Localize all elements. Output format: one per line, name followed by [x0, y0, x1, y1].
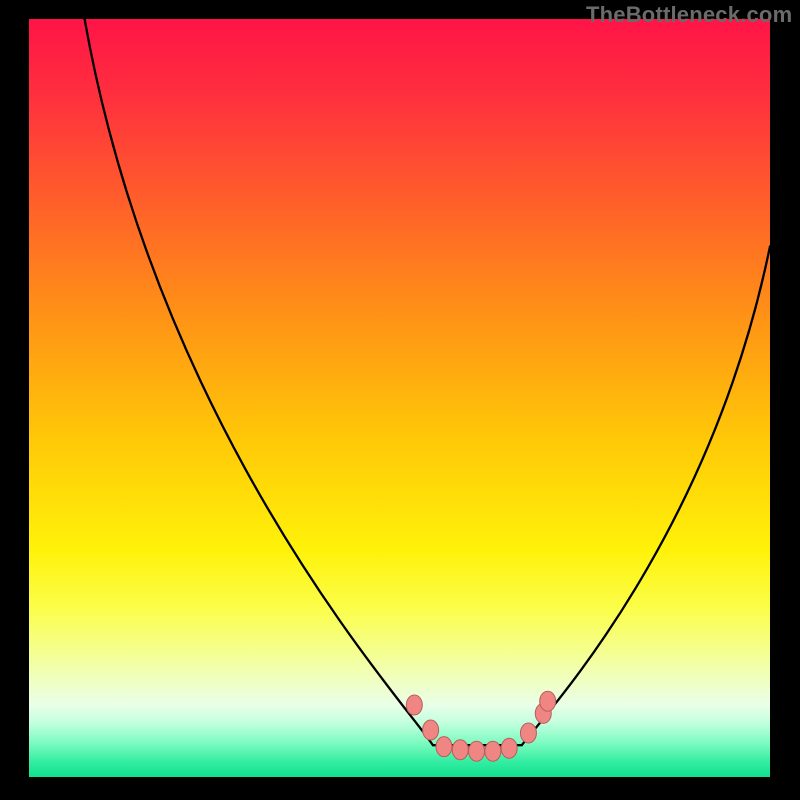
plot-background — [29, 19, 770, 777]
valley-marker — [485, 741, 501, 761]
valley-marker — [469, 741, 485, 761]
valley-marker — [520, 723, 536, 743]
watermark-text: TheBottleneck.com — [586, 2, 792, 28]
valley-marker — [452, 740, 468, 760]
valley-marker — [540, 691, 556, 711]
valley-marker — [423, 720, 439, 740]
valley-marker — [436, 737, 452, 757]
chart-frame: TheBottleneck.com — [0, 0, 800, 800]
bottleneck-chart — [29, 19, 770, 777]
valley-marker — [501, 738, 517, 758]
valley-marker — [406, 695, 422, 715]
